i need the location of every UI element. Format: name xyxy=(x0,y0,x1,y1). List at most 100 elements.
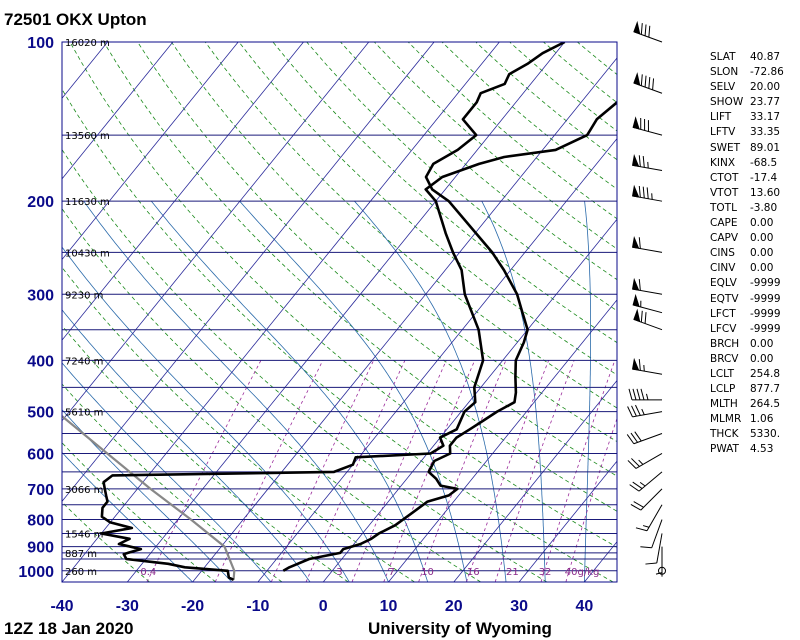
wind-barb xyxy=(632,116,663,136)
index-value: 0.00 xyxy=(750,247,774,260)
isotherm-line xyxy=(62,42,239,261)
index-row: SLON -72.86 xyxy=(710,65,796,80)
index-value: 23.77 xyxy=(750,96,781,109)
dry-adiabat-line xyxy=(103,42,617,512)
temperature-tick-label: -20 xyxy=(181,598,204,615)
isotherm-line xyxy=(62,42,304,341)
wind-barb xyxy=(631,184,663,202)
height-label: 16020 m xyxy=(65,38,110,49)
moist-adiabat-line xyxy=(62,309,311,582)
isotherm-line xyxy=(62,42,370,422)
wind-barb xyxy=(630,488,663,511)
pressure-tick-label: 200 xyxy=(27,194,54,211)
index-row: LFTV 33.35 xyxy=(710,125,796,140)
index-value: 0.00 xyxy=(750,232,774,245)
wind-barb xyxy=(627,404,663,418)
index-row: LIFT 33.17 xyxy=(710,110,796,125)
mixing-ratio-lines xyxy=(146,360,617,582)
index-value: 0.00 xyxy=(750,217,774,230)
dry-adiabat-line xyxy=(306,42,617,312)
dry-adiabat-line xyxy=(69,42,617,548)
index-row: CTOT -17.4 xyxy=(710,171,796,186)
index-row: EQTV -9999 xyxy=(710,292,796,307)
mixing-ratio-line xyxy=(418,360,507,582)
pressure-tick-label: 700 xyxy=(27,482,54,499)
pressure-tick-label: 1000 xyxy=(18,564,54,581)
isotherm-line xyxy=(518,460,617,582)
index-row: CAPV 0.00 xyxy=(710,231,796,246)
wind-barb xyxy=(631,277,663,295)
index-value: -9999 xyxy=(750,307,781,320)
wind-barb xyxy=(627,453,663,469)
index-value: 0.00 xyxy=(750,337,774,350)
index-name: LCLP xyxy=(710,383,736,396)
index-name: MLMR xyxy=(710,413,742,426)
moist-adiabat-line xyxy=(354,200,507,582)
index-name: TOTL xyxy=(710,201,737,214)
index-row: MLTH 264.5 xyxy=(710,397,796,412)
dry-adiabats xyxy=(62,42,617,582)
height-label: 260 m xyxy=(65,567,97,578)
isotherm-line xyxy=(62,42,435,503)
mixing-ratio-line xyxy=(565,417,617,582)
index-row: BRCH 0.00 xyxy=(710,337,796,352)
index-value: 877.7 xyxy=(750,383,781,396)
pressure-tick-label: 400 xyxy=(27,353,54,370)
temperature-tick-label: -30 xyxy=(116,598,139,615)
index-row: CINV 0.00 xyxy=(710,261,796,276)
index-name: SLAT xyxy=(710,51,736,63)
parcel-path xyxy=(62,414,236,580)
moist-adiabat-line xyxy=(481,201,546,582)
moist-adiabat-line xyxy=(151,200,429,582)
height-label: 7240 m xyxy=(65,356,103,367)
index-name: KINX xyxy=(710,156,736,169)
mixing-ratio-line xyxy=(540,360,616,582)
index-row: THCK 5330. xyxy=(710,427,796,442)
index-row: LFCV -9999 xyxy=(710,322,796,337)
mixing-ratio-label: 7 xyxy=(389,567,395,578)
moist-adiabat-line xyxy=(584,201,591,582)
index-name: CAPE xyxy=(710,217,738,230)
wind-barb xyxy=(633,72,663,94)
index-row: LCLT 254.8 xyxy=(710,367,796,382)
index-value: 5330. xyxy=(750,428,781,441)
mixing-ratio-label: 21 xyxy=(506,567,519,578)
dry-adiabat-line xyxy=(62,325,349,582)
index-name: BRCV xyxy=(710,352,739,365)
mixing-ratio-line xyxy=(494,360,575,582)
index-row: SLAT 40.87 xyxy=(710,50,796,65)
mixing-ratio-label: 3 xyxy=(336,567,342,578)
index-name: EQTV xyxy=(710,292,739,305)
index-name: LIFT xyxy=(710,111,732,124)
isotherm-line xyxy=(0,42,42,582)
wind-barb xyxy=(631,235,663,253)
index-name: CTOT xyxy=(710,171,739,184)
wind-barb xyxy=(628,388,662,401)
index-name: MLTH xyxy=(710,398,738,411)
wind-barb xyxy=(629,471,663,492)
height-label: 10430 m xyxy=(65,248,110,259)
index-row: KINX -68.5 xyxy=(710,156,796,171)
mixing-ratio-label: 40g/kg xyxy=(565,567,600,578)
index-value: -9999 xyxy=(750,292,781,305)
wind-barb xyxy=(645,533,663,565)
height-label: 3066 m xyxy=(65,485,103,496)
parcel-path-line xyxy=(62,414,236,580)
temperature-tick-label: 0 xyxy=(319,598,328,615)
index-value: 13.60 xyxy=(750,186,781,199)
index-value: -72.86 xyxy=(750,66,784,79)
isotherm-line xyxy=(453,379,617,582)
dewpoint-trace xyxy=(100,100,617,581)
moist-adiabat-line xyxy=(62,246,350,582)
index-name: CAPV xyxy=(710,232,739,245)
index-row: SELV 20.00 xyxy=(710,80,796,95)
index-value: -9999 xyxy=(750,277,781,290)
index-row: MLMR 1.06 xyxy=(710,412,796,427)
moist-adiabat-line xyxy=(62,409,233,582)
isotherm-line xyxy=(62,42,500,582)
index-name: VTOT xyxy=(710,186,739,199)
wind-barb xyxy=(640,519,663,549)
height-labels: 16020 m 13560 m 11630 m 10430 m 9230 m 7240 m… xyxy=(65,38,110,578)
index-value: 0.00 xyxy=(750,352,774,365)
